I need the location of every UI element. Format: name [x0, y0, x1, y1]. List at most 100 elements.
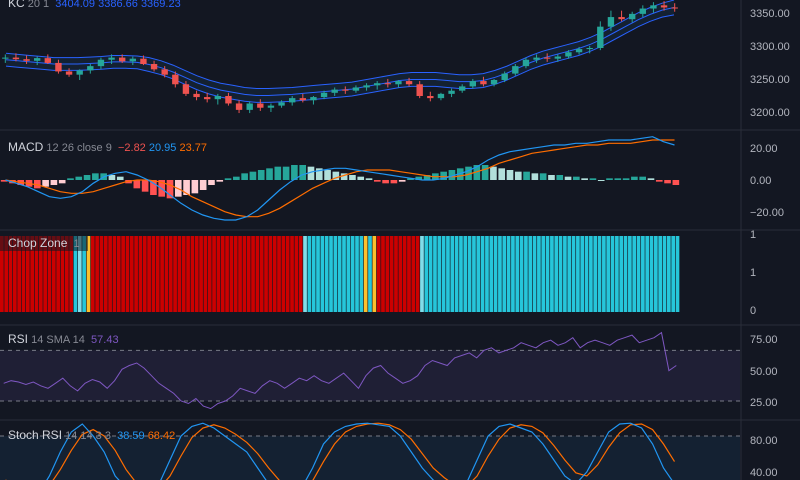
chop-zone-bar	[168, 236, 173, 312]
macd-histogram-bar	[224, 178, 232, 180]
chop-legend: Chop Zone 1	[0, 236, 88, 251]
chop-zone-bar	[207, 236, 212, 312]
chop-zone-bar	[255, 236, 260, 312]
macd-axis-label: 0.00	[750, 175, 772, 187]
candle-body	[214, 96, 221, 100]
macd-price-axis[interactable]: 20.00 0.00 −20.00	[742, 130, 800, 230]
candle-body	[225, 96, 232, 104]
candle-body	[427, 96, 434, 99]
candle-body	[235, 103, 243, 110]
kc-value-upper: 3404.09	[55, 0, 96, 10]
rsi-price-axis[interactable]: 75.00 50.00 25.00	[742, 325, 800, 420]
chop-zone-bar	[441, 236, 446, 312]
chop-zone-bar	[450, 236, 455, 312]
macd-histogram-bar	[75, 176, 83, 180]
chop-zone-bar	[69, 236, 73, 312]
kc-legend: KC 20 1 3404.09 3386.66 3369.23	[8, 0, 181, 11]
rsi-axis-label: 50.00	[750, 366, 778, 378]
chop-zone-bar	[43, 236, 47, 312]
macd-histogram-bar	[390, 180, 398, 184]
chop-zone-bar	[134, 236, 138, 312]
chop-zone-bar	[112, 236, 117, 312]
chop-zone-bar	[463, 236, 468, 312]
rsi-line	[3, 331, 677, 410]
chop-zone-bar	[662, 236, 667, 312]
chop-zone-bar	[155, 236, 160, 312]
candle-body	[437, 93, 445, 99]
kc-axis-label: 3250.00	[750, 74, 790, 86]
candle-body	[586, 48, 593, 50]
chop-zone-bar	[645, 236, 650, 312]
macd-histogram-bar	[332, 171, 340, 180]
candle-body	[172, 74, 179, 85]
macd-axis-label: 20.00	[750, 143, 778, 155]
kc-name: KC	[8, 0, 25, 10]
macd-histogram-bar	[365, 178, 373, 180]
chop-zone-bar	[623, 236, 628, 312]
candle-body	[512, 66, 519, 74]
candle-body	[246, 103, 253, 110]
chop-zone-bar	[558, 236, 563, 312]
chop-zone-bar	[337, 236, 342, 312]
macd-histogram-bar	[655, 180, 663, 182]
stoch-params: 14 14 3 3	[65, 430, 111, 442]
chop-zone-bar	[511, 236, 515, 312]
macd-histogram-bar	[448, 170, 456, 180]
kc-value-lower: 3369.23	[140, 0, 181, 10]
kc-axis-label: 3350.00	[750, 8, 790, 20]
chop-zone-bar	[103, 236, 108, 312]
candle-body	[55, 62, 62, 72]
macd-histogram-bar	[514, 171, 522, 180]
macd-histogram-bar	[241, 173, 248, 180]
chop-zone-bar	[376, 236, 381, 312]
chop-zone-bar	[147, 236, 151, 312]
macd-histogram-bar	[58, 180, 66, 184]
chop-zone-bar	[181, 236, 186, 312]
macd-histogram-bar	[166, 180, 174, 199]
macd-histogram-bar	[556, 175, 564, 180]
macd-histogram-bar	[216, 180, 224, 182]
macd-histogram-bar	[581, 178, 588, 180]
macd-histogram-bar	[440, 171, 447, 180]
macd-histogram-bar	[398, 180, 406, 182]
macd-histogram-bar	[382, 180, 389, 184]
candle-body	[129, 58, 136, 62]
chop-zone-bar	[472, 236, 476, 312]
candle-body	[182, 84, 190, 94]
chop-zone-bar	[394, 236, 398, 312]
chop-zone-bar	[51, 236, 56, 312]
chop-zone-bar	[402, 236, 407, 312]
chop-zone-bar	[563, 236, 567, 312]
chop-price-axis[interactable]: 1 1 0	[742, 229, 800, 325]
chop-axis-label: 1	[750, 267, 757, 279]
chop-zone-bar	[142, 236, 147, 312]
macd-histogram-bar	[0, 180, 8, 182]
macd-histogram-bar	[423, 175, 431, 180]
macd-histogram-bar	[490, 166, 497, 180]
chop-zone-bar	[25, 236, 30, 312]
chop-zone-bar	[95, 236, 99, 312]
candle-body	[639, 8, 646, 14]
candle-body	[405, 81, 413, 85]
chop-zone-bar	[238, 236, 242, 312]
macd-histogram-bar	[315, 168, 323, 180]
chop-zone-bar	[121, 236, 125, 312]
candle-body	[97, 59, 105, 67]
chop-zone-bar	[151, 236, 156, 312]
chop-zone-bar	[56, 236, 60, 312]
chop-zone-bar	[12, 236, 17, 312]
chop-zone-bar	[0, 236, 4, 312]
chop-zone-bar	[329, 236, 333, 312]
kc-price-axis[interactable]: 3350.00 3300.00 3250.00 3200.00	[742, 0, 800, 128]
chop-zone-bar	[259, 236, 264, 312]
chop-zone-bar	[654, 236, 658, 312]
macd-histogram-bar	[672, 180, 680, 185]
chop-zone-bar	[30, 236, 34, 312]
chop-zone-bar	[385, 236, 390, 312]
candle-body	[34, 58, 41, 61]
stoch-price-axis[interactable]: 80.00 40.00	[742, 420, 800, 480]
chop-zone-bar	[502, 236, 507, 312]
chop-zone-bar	[545, 236, 550, 312]
candle-body	[469, 81, 476, 87]
